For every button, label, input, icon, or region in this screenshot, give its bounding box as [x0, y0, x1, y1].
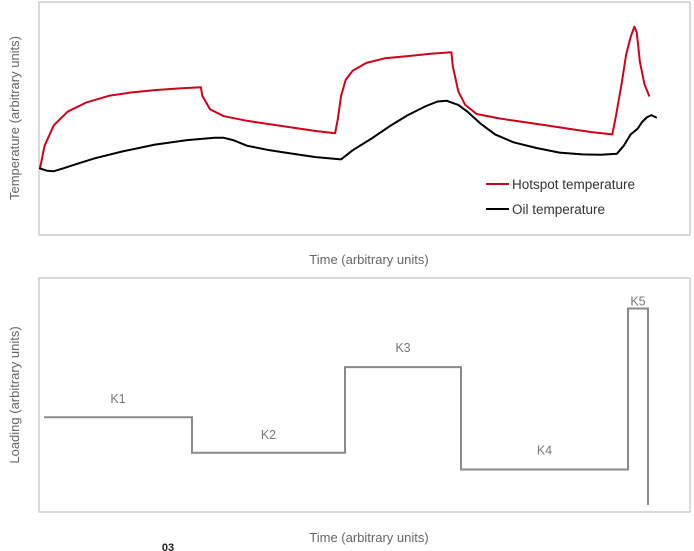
- temperature-series-group: [39, 25, 657, 173]
- temperature-y-axis-title: Temperature (arbitrary units): [7, 36, 22, 200]
- temperature-chart: Temperature (arbitrary units) Time (arbi…: [7, 1, 691, 267]
- legend-oil-label: Oil temperature: [512, 202, 605, 217]
- loading-series-group: K1 K2 K3 K4 K5: [44, 295, 649, 505]
- loading-plot-frame: [38, 277, 691, 513]
- figure-number: 03: [162, 542, 174, 551]
- loading-step-line: [44, 307, 649, 505]
- oil-temperature-line: [39, 99, 657, 173]
- step-label-k5: K5: [630, 295, 645, 309]
- step-label-k1: K1: [110, 392, 125, 406]
- temperature-plot-frame: [38, 1, 691, 236]
- loading-x-axis-title: Time (arbitrary units): [309, 530, 428, 545]
- step-label-k2: K2: [261, 428, 276, 442]
- temperature-x-axis-title: Time (arbitrary units): [309, 252, 428, 267]
- legend-hotspot-label: Hotspot temperature: [512, 177, 635, 192]
- step-label-k4: K4: [537, 444, 552, 458]
- hotspot-temperature-line: [39, 25, 651, 170]
- loading-chart: K1 K2 K3 K4 K5 Loading (arbitrary units) Tim…: [7, 277, 691, 545]
- temperature-legend: Hotspot temperature Oil temperature: [486, 177, 635, 217]
- step-label-k3: K3: [395, 341, 410, 355]
- loading-y-axis-title: Loading (arbitrary units): [7, 326, 22, 463]
